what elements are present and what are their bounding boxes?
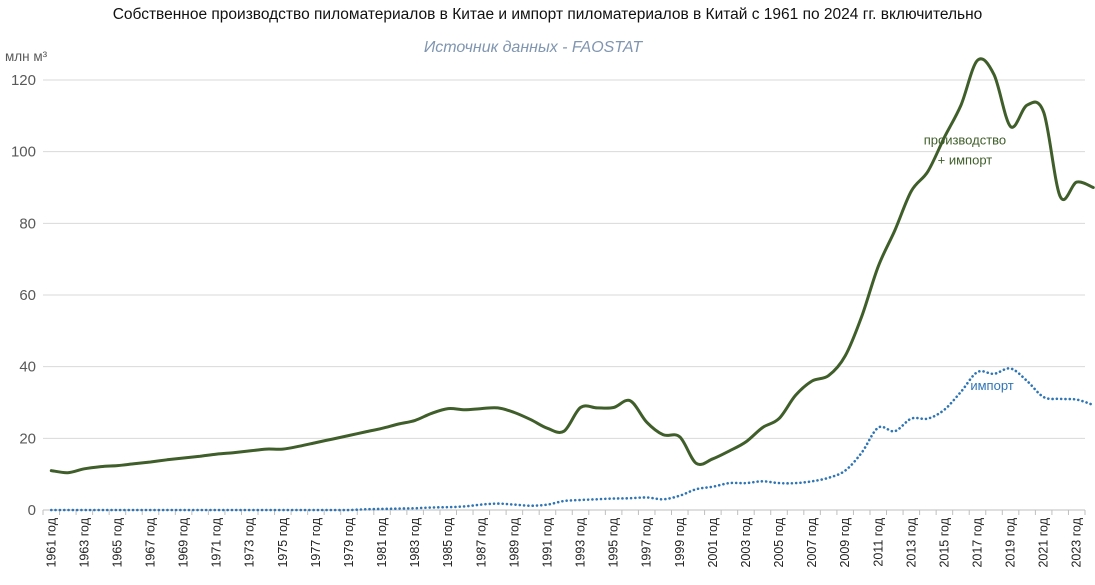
x-tick-label: 1965 год	[110, 517, 124, 567]
x-tick-label: 2001 год	[706, 517, 720, 567]
x-tick-label: 1981 год	[375, 517, 389, 567]
x-axis: 1961 год 1963 год 1965 год 1967 год 1969 год…	[42, 510, 1086, 568]
series-label-import: импорт	[970, 378, 1013, 393]
series-lines	[49, 57, 1095, 512]
chart-title: Собственное производство пиломатериалов …	[112, 6, 983, 23]
series-label-production-plus-import: производство	[924, 133, 1006, 148]
x-tick-label: 1989 год	[507, 517, 521, 567]
x-tick-label: 1971 год	[210, 517, 224, 567]
y-axis-unit-label: млн м³	[5, 49, 48, 64]
gridlines	[43, 79, 1085, 511]
x-tick-label: 1975 год	[276, 517, 290, 567]
x-tick-label: 1973 год	[243, 517, 257, 567]
x-tick-label: 2011 год	[871, 517, 885, 566]
y-tick-label: 100	[11, 144, 36, 161]
y-tick-label: 20	[19, 430, 36, 447]
x-tick-label: 1985 год	[441, 517, 455, 567]
x-tick-label: 2007 год	[805, 517, 819, 567]
series-line-production-plus-import	[49, 57, 1095, 475]
x-tick-label: 1961 год	[44, 517, 58, 567]
y-tick-label: 40	[19, 359, 36, 376]
x-tick-label: 2019 год	[1004, 517, 1018, 567]
series-line-import	[50, 367, 1095, 512]
x-tick-label: 2021 год	[1037, 517, 1051, 567]
y-tick-label: 0	[28, 502, 36, 519]
x-tick-label: 2023 год	[1070, 517, 1084, 567]
x-tick-label: 2005 год	[772, 517, 786, 567]
y-tick-label: 120	[11, 72, 36, 89]
x-tick-label: 1983 год	[408, 517, 422, 567]
chart-subtitle: Источник данных - FAOSTAT	[423, 39, 643, 56]
x-tick-label: 1969 год	[177, 517, 191, 567]
x-tick-label: 1995 год	[607, 517, 621, 567]
x-tick-label: 2015 год	[937, 517, 951, 567]
y-tick-label: 80	[19, 215, 36, 232]
x-tick-label: 1999 год	[673, 517, 687, 567]
series-label-production-plus-import: + импорт	[938, 153, 993, 168]
x-tick-label: 2003 год	[739, 517, 753, 567]
y-tick-label: 60	[19, 287, 36, 304]
x-tick-label: 2009 год	[838, 517, 852, 567]
y-axis: млн м³ 0 20 40 60 80 100 120	[5, 49, 48, 519]
x-tick-label: 1991 год	[540, 517, 554, 567]
x-tick-label: 1977 год	[309, 517, 323, 567]
x-tick-label: 2017 год	[970, 517, 984, 567]
x-tick-label: 1997 год	[640, 517, 654, 567]
x-tick-label: 1963 год	[77, 517, 91, 567]
x-tick-label: 1967 год	[144, 517, 158, 567]
x-tick-label: 1979 год	[342, 517, 356, 567]
x-tick-label: 1993 год	[574, 517, 588, 567]
x-tick-label: 2013 год	[904, 517, 918, 567]
x-tick-label: 1987 год	[474, 517, 488, 567]
series-labels: производство + импорт импорт	[924, 133, 1014, 393]
